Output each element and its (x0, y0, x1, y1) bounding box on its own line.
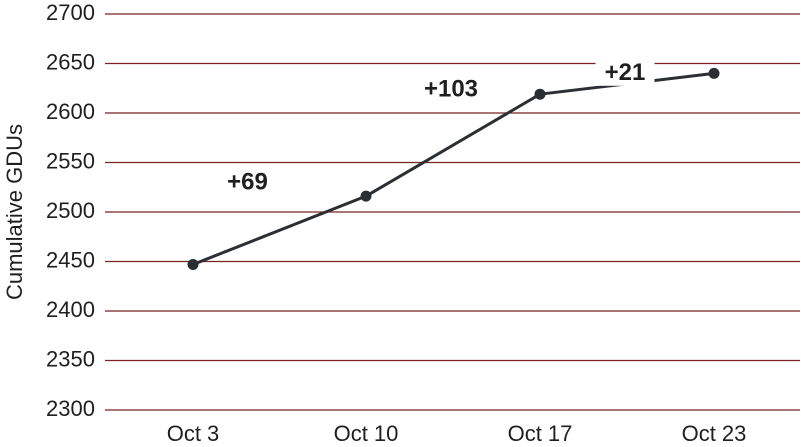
y-tick-label: 2700 (46, 0, 95, 25)
y-tick-label: 2600 (46, 99, 95, 124)
annotation-background (595, 55, 655, 86)
y-tick-label: 2500 (46, 198, 95, 223)
y-tick-label: 2400 (46, 297, 95, 322)
annotation-background (414, 72, 488, 103)
change-annotation-label: +21 (605, 59, 646, 86)
x-tick-label: Oct 10 (334, 421, 399, 446)
x-tick-label: Oct 23 (682, 421, 747, 446)
y-tick-label: 2350 (46, 346, 95, 371)
data-points (187, 67, 720, 270)
x-axis-ticks: Oct 3 Oct 10 Oct 17 Oct 23 (167, 421, 747, 446)
data-point (360, 190, 372, 202)
change-annotation-label: +69 (227, 169, 268, 196)
change-annotations: +69 +103 +21 (218, 55, 655, 196)
y-axis-title: Cumulative GDUs (2, 124, 27, 300)
data-point (708, 67, 720, 79)
y-tick-label: 2450 (46, 247, 95, 272)
gridlines (105, 13, 800, 411)
change-annotation-label: +103 (424, 76, 478, 103)
data-point (187, 258, 199, 270)
y-tick-label: 2300 (46, 396, 95, 421)
x-tick-label: Oct 3 (167, 421, 220, 446)
annotation-background (218, 165, 277, 196)
x-tick-label: Oct 17 (508, 421, 573, 446)
y-tick-label: 2650 (46, 49, 95, 74)
data-point (534, 88, 546, 100)
y-axis-ticks: 2300 2350 2400 2450 2500 2550 2600 2650 2700 (46, 0, 95, 421)
y-tick-label: 2550 (46, 148, 95, 173)
